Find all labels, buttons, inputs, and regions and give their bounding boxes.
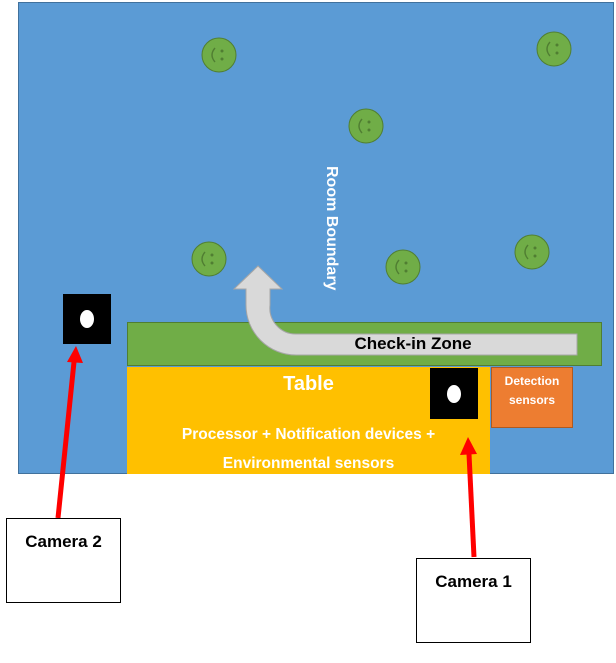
detection-sensors-box: Detection sensors	[491, 367, 573, 428]
camera1-icon	[430, 368, 478, 419]
camera2-icon	[63, 294, 111, 344]
camera-lens-icon	[80, 310, 94, 328]
table-description: Processor + Notification devices + Envir…	[181, 426, 436, 472]
table-area	[127, 367, 490, 474]
room-boundary-label: Room Boundary	[323, 166, 340, 291]
camera-lens-icon	[447, 384, 461, 403]
check-in-zone-label: Check-in Zone	[354, 334, 472, 353]
table-title: Table	[283, 373, 334, 395]
camera1-callout: Camera 1	[416, 558, 531, 643]
camera2-callout: Camera 2	[6, 518, 121, 603]
